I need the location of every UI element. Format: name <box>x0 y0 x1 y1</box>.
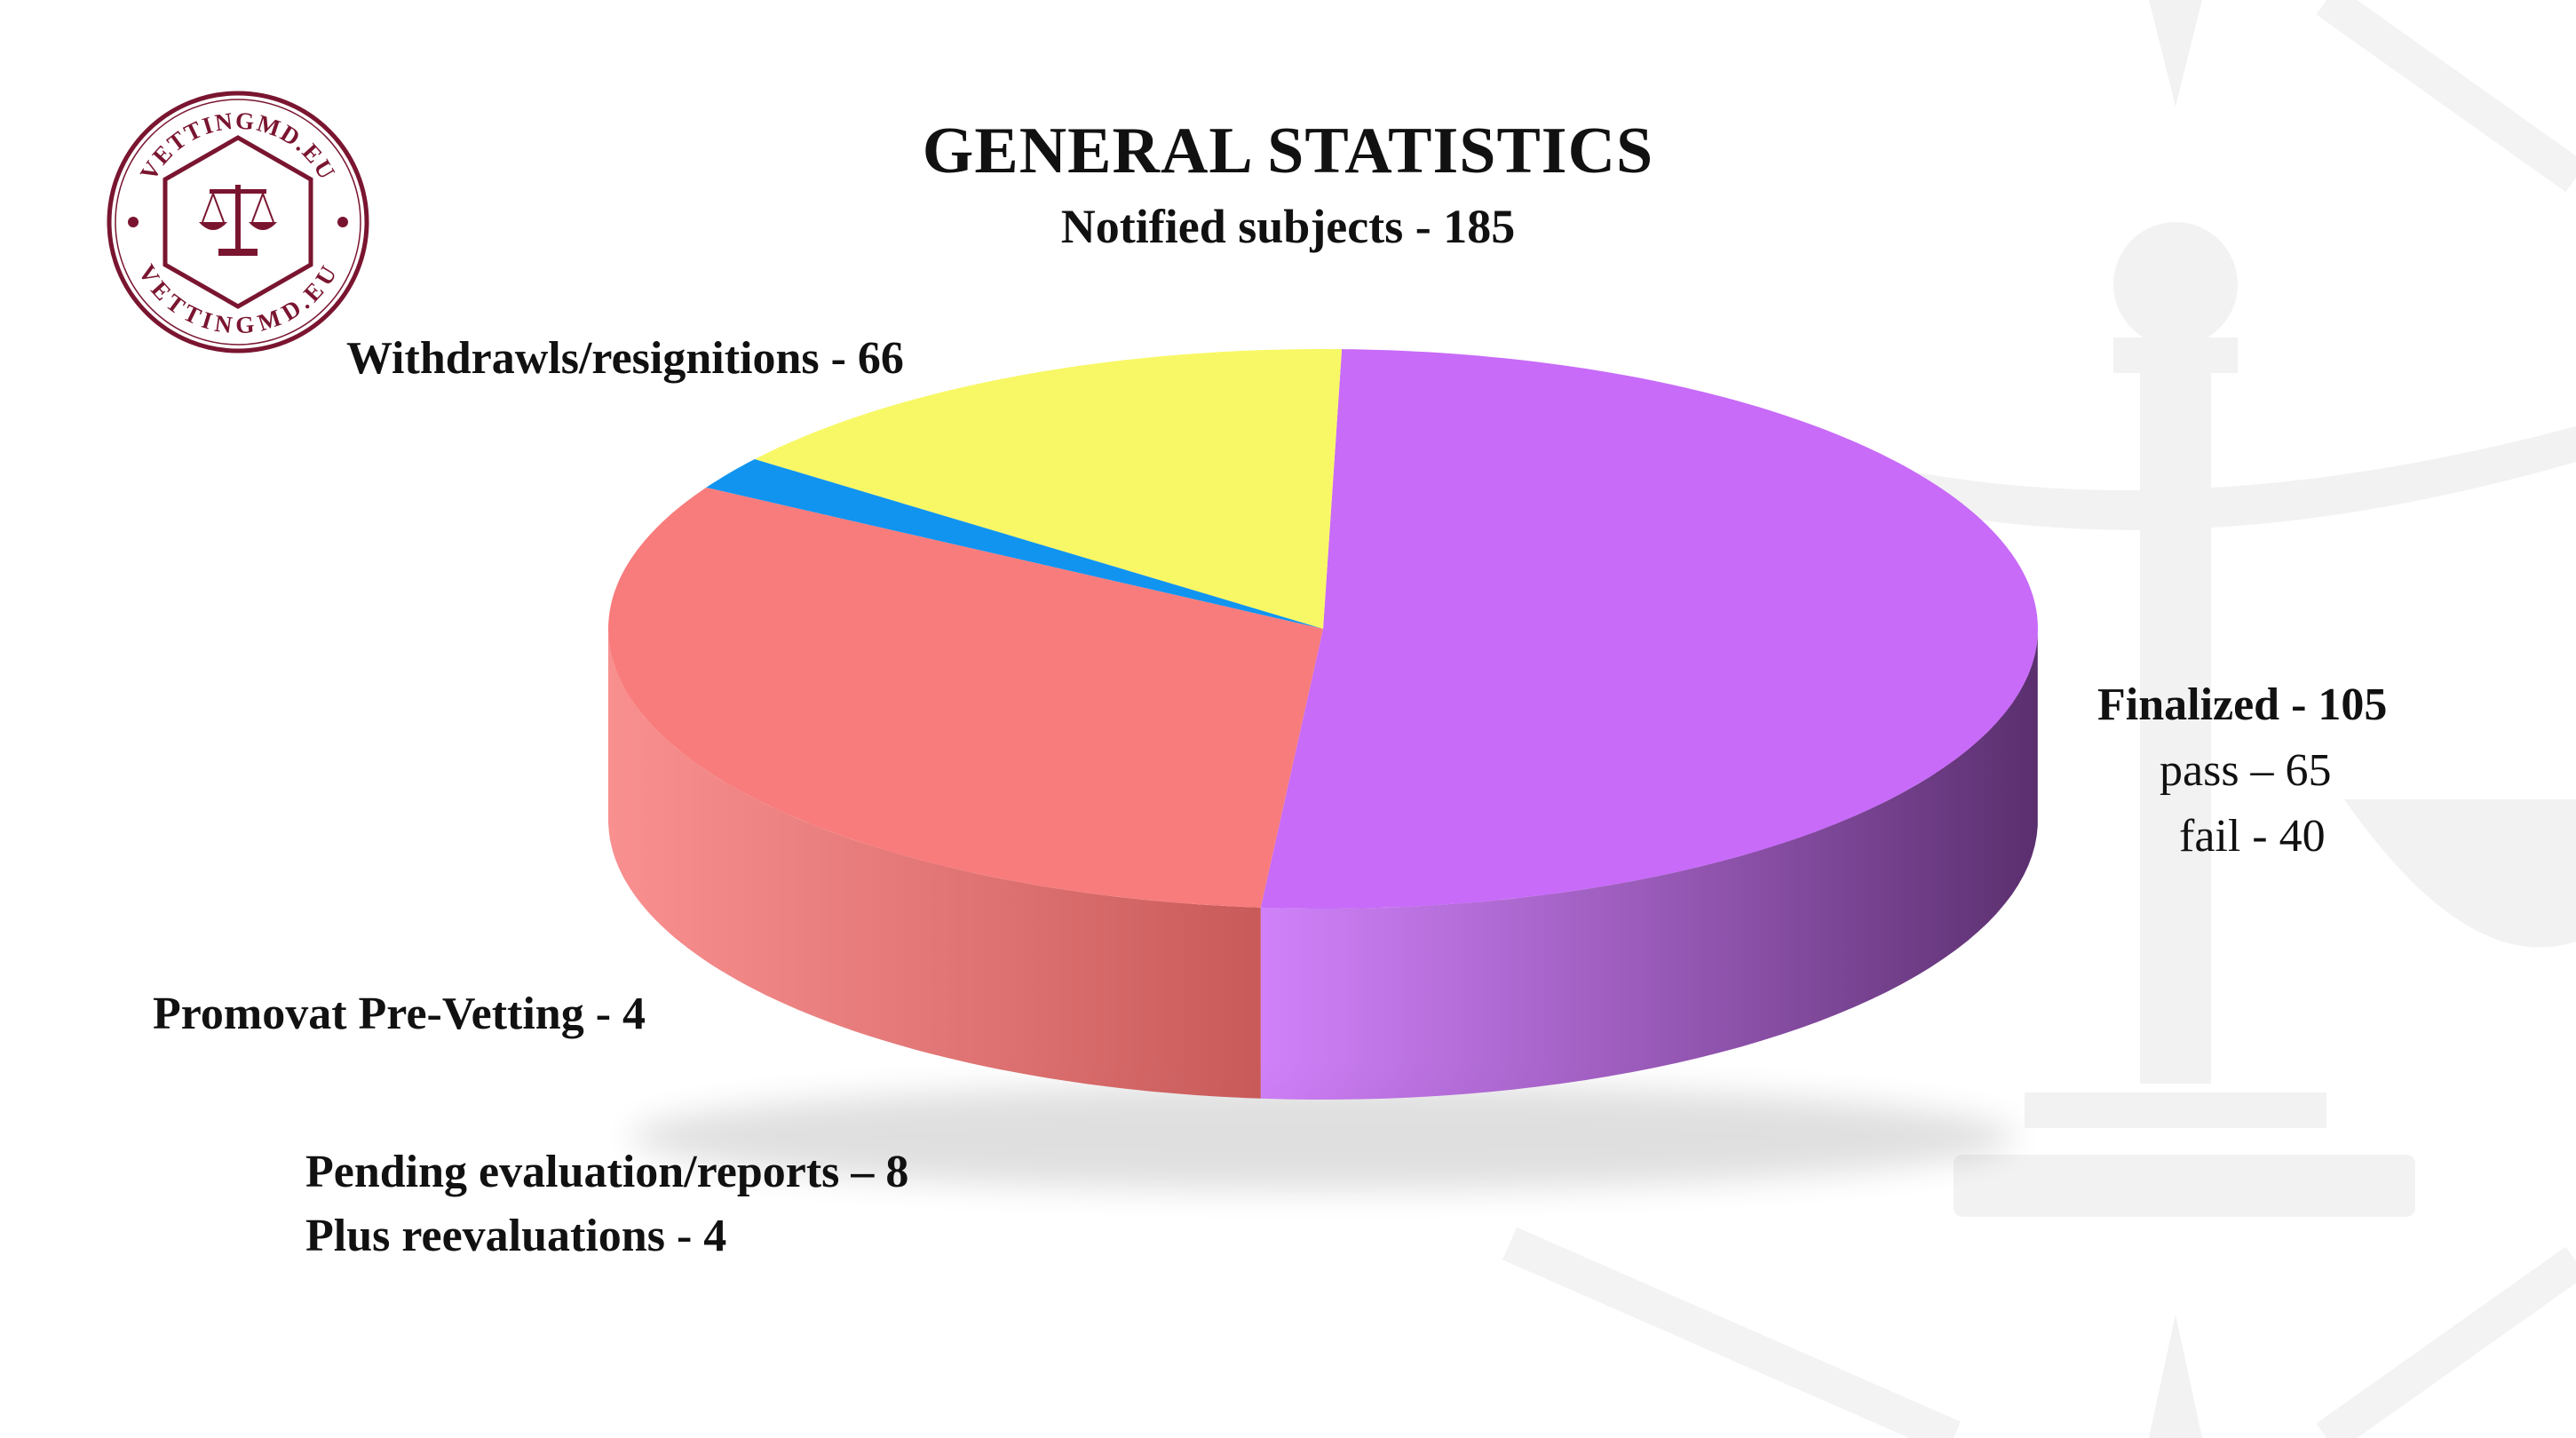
label-promovat: Promovat Pre-Vetting - 4 <box>153 989 646 1039</box>
chart-shadow <box>630 1084 2016 1190</box>
label-withdrawals: Withdrawls/resignitions - 66 <box>346 333 904 384</box>
slice-side-finalized <box>1260 634 2038 1100</box>
slice-side-withdrawls-resignitions <box>608 631 1261 1099</box>
slice-withdrawls-resignitions <box>608 487 1323 908</box>
label-fail: fail - 40 <box>2179 811 2326 862</box>
chart-subtitle: Notified subjects - 185 <box>1060 200 1516 253</box>
chart-title: GENERAL STATISTICS <box>922 115 1654 187</box>
slice-pending-evaluation-reports <box>754 349 1343 629</box>
label-pending: Pending evaluation/reports – 8 <box>305 1147 909 1197</box>
slice-finalized <box>1260 349 2038 910</box>
label-finalized: Finalized - 105 <box>2097 679 2388 730</box>
slice-promovat-pre-vetting <box>706 459 1323 629</box>
vettingmd-logo: VETTINGMD.EU VETTINGMD.EU <box>107 91 369 354</box>
scales-of-justice-icon <box>199 185 277 256</box>
label-reevaluations: Plus reevaluations - 4 <box>305 1211 727 1261</box>
label-pass: pass – 65 <box>2160 745 2332 796</box>
